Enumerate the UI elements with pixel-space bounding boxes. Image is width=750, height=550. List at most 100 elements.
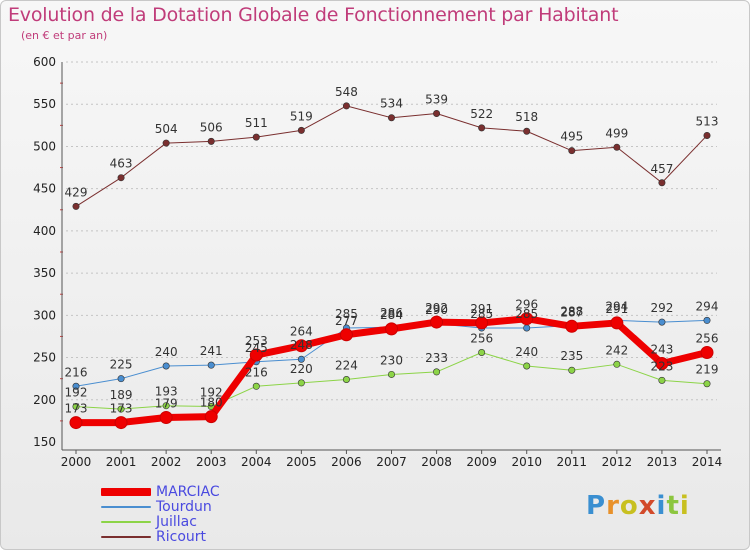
grid-lines [66, 61, 717, 401]
data-point-juillac [433, 368, 441, 376]
y-tick-label: 400 [33, 224, 56, 238]
data-label-juillac: 219 [696, 363, 719, 377]
data-point-ricourt [658, 179, 666, 187]
y-tick-label: 150 [33, 435, 56, 449]
logo-letter: x [638, 491, 657, 521]
data-label-marciac: 173 [65, 402, 88, 416]
data-label-marciac: 264 [290, 325, 313, 339]
data-label-tourdun: 285 [335, 307, 358, 321]
data-label-tourdun: 285 [515, 307, 538, 321]
data-label-tourdun: 216 [65, 365, 88, 379]
data-point-marciac [294, 339, 308, 353]
data-point-tourdun [297, 355, 305, 363]
legend-swatch [101, 536, 151, 538]
data-label-ricourt: 539 [425, 93, 448, 107]
data-label-tourdun: 288 [560, 304, 583, 318]
x-tick-label: 2010 [511, 455, 542, 469]
data-label-marciac: 253 [245, 334, 268, 348]
data-point-marciac [700, 345, 714, 359]
legend-item-ricourt: Ricourt [101, 529, 301, 545]
data-label-juillac: 235 [560, 349, 583, 363]
data-point-tourdun [703, 316, 711, 324]
axes: 150 200 250 300 350 400 450 500 550 600 2000 2001 20… [33, 55, 722, 469]
data-label-marciac: 287 [560, 305, 583, 319]
legend: MARCIAC Tourdun Juillac Ricourt [101, 484, 301, 545]
data-point-ricourt [252, 133, 260, 141]
data-point-juillac [297, 379, 305, 387]
data-label-juillac: 216 [245, 365, 268, 379]
data-point-marciac [385, 322, 398, 336]
data-label-marciac: 292 [425, 301, 448, 315]
proxiti-logo: Proxiti [586, 491, 690, 521]
data-point-marciac [204, 410, 218, 424]
logo-letter: o [619, 491, 639, 521]
data-label-tourdun: 294 [696, 299, 719, 313]
y-tick-label: 450 [33, 182, 56, 196]
data-label-tourdun: 245 [245, 341, 268, 355]
data-point-tourdun [207, 361, 215, 369]
data-label-tourdun: 240 [155, 345, 178, 359]
legend-item-marciac: MARCIAC [101, 484, 301, 500]
data-label-ricourt: 522 [470, 107, 493, 121]
data-label-ricourt: 457 [650, 162, 673, 176]
data-label-ricourt: 504 [155, 122, 178, 136]
data-label-ricourt: 519 [290, 109, 313, 123]
data-label-juillac: 256 [470, 331, 493, 345]
data-label-juillac: 242 [605, 343, 628, 357]
data-point-ricourt [162, 139, 170, 147]
data-label-juillac: 224 [335, 359, 358, 373]
data-label-juillac: 220 [290, 362, 313, 376]
legend-item-tourdun: Tourdun [101, 499, 301, 515]
x-tick-label: 2002 [151, 455, 182, 469]
chart-subtitle: (en € et par an) [21, 29, 108, 42]
data-point-ricourt [613, 143, 621, 151]
logo-letter: i [656, 491, 667, 521]
data-point-marciac [69, 416, 83, 430]
data-label-marciac: 179 [155, 397, 178, 411]
x-tick-label: 2014 [692, 455, 723, 469]
legend-swatch [101, 521, 151, 523]
data-point-juillac [72, 403, 80, 411]
legend-item-juillac: Juillac [101, 514, 301, 530]
data-label-ricourt: 429 [65, 185, 88, 199]
x-tick-label: 2005 [286, 455, 317, 469]
data-label-marciac: 173 [110, 402, 133, 416]
logo-letter: r [606, 491, 620, 521]
x-tick-label: 2009 [466, 455, 497, 469]
x-tick-label: 2004 [241, 455, 272, 469]
logo-letter: P [586, 491, 607, 521]
data-point-marciac [114, 416, 128, 430]
data-label-ricourt: 495 [560, 130, 583, 144]
data-point-juillac [658, 376, 666, 384]
data-label-ricourt: 506 [200, 120, 223, 134]
x-tick-label: 2001 [106, 455, 137, 469]
data-point-marciac [249, 348, 263, 362]
data-point-juillac [117, 405, 125, 413]
x-tick-label: 2008 [421, 455, 452, 469]
y-tick-label: 200 [33, 393, 56, 407]
data-point-juillac [252, 382, 260, 390]
y-tick-label: 500 [33, 139, 56, 153]
data-label-juillac: 240 [515, 345, 538, 359]
data-label-marciac: 180 [200, 396, 223, 410]
data-point-marciac [159, 411, 173, 425]
data-label-marciac: 291 [470, 302, 493, 316]
data-point-tourdun [72, 382, 80, 390]
data-label-ricourt: 518 [515, 110, 538, 124]
data-point-juillac [478, 348, 486, 356]
data-label-ricourt: 499 [605, 126, 628, 140]
data-point-juillac [703, 380, 711, 388]
data-labels: 429 463 504 506 511 519 548 534 539 522 518 495 499 4… [65, 85, 719, 416]
data-label-marciac: 291 [605, 302, 628, 316]
logo-letter: t [666, 491, 680, 521]
data-point-ricourt [568, 147, 576, 155]
data-point-ricourt [117, 174, 125, 182]
data-label-tourdun: 292 [650, 301, 673, 315]
data-label-ricourt: 511 [245, 116, 268, 130]
legend-swatch [101, 506, 151, 508]
data-point-tourdun [658, 318, 666, 326]
data-label-marciac: 284 [380, 308, 403, 322]
data-label-tourdun: 286 [380, 306, 403, 320]
data-point-ricourt [72, 202, 80, 210]
